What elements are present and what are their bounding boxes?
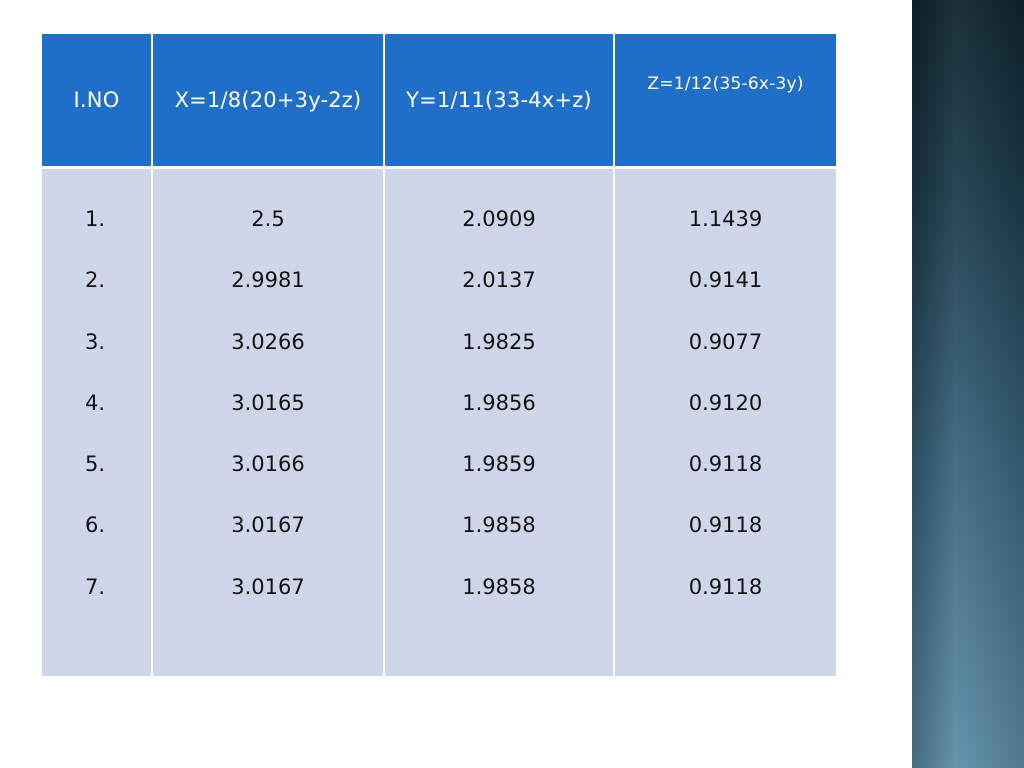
table-body-row: 1. 2. 3. 4. 5. 6. 7. 2.5 2.9981 3.0266 3.0165 3.01… <box>42 167 836 676</box>
header-z-formula: Z=1/12(35-6x-3y) <box>614 34 836 169</box>
x-value-cell: 3.0167 <box>231 513 305 538</box>
y-value-cell: 1.9859 <box>462 452 536 477</box>
column-y: 2.0909 2.0137 1.9825 1.9856 1.9859 1.9858 1.98… <box>384 167 615 676</box>
z-value-cell: 0.9077 <box>688 329 763 354</box>
iteration-number-cell: 7. <box>85 574 106 599</box>
z-value-cell: 0.9118 <box>688 574 763 599</box>
z-value-cell: 0.9118 <box>688 513 763 538</box>
y-value-cell: 1.9856 <box>462 390 536 415</box>
iteration-number-cell: 4. <box>85 390 106 415</box>
column-ino: 1. 2. 3. 4. 5. 6. 7. <box>42 167 153 676</box>
x-value-cell: 3.0166 <box>231 452 305 477</box>
z-value-cell: 0.9118 <box>688 452 763 477</box>
y-value-cell: 1.9858 <box>462 513 536 538</box>
iteration-number-cell: 2. <box>85 268 106 293</box>
y-value-cell: 1.9825 <box>462 329 536 354</box>
x-value-cell: 3.0165 <box>231 390 305 415</box>
y-value-cell: 1.9858 <box>462 574 536 599</box>
iteration-number-cell: 6. <box>85 513 106 538</box>
column-x: 2.5 2.9981 3.0266 3.0165 3.0166 3.0167 3.0167 <box>152 167 385 676</box>
x-value-cell: 2.5 <box>251 207 285 231</box>
x-value-cell: 2.9981 <box>231 268 305 293</box>
table-header-row: I.NO X=1/8(20+3y-2z) Y=1/11(33-4x+z) Z=1… <box>42 34 836 169</box>
header-x-formula: X=1/8(20+3y-2z) <box>152 34 385 169</box>
header-y-formula: Y=1/11(33-4x+z) <box>384 34 615 169</box>
z-value-cell: 0.9120 <box>688 390 763 415</box>
iteration-table: I.NO X=1/8(20+3y-2z) Y=1/11(33-4x+z) Z=1… <box>42 34 836 676</box>
y-value-cell: 2.0137 <box>462 268 536 293</box>
y-value-cell: 2.0909 <box>462 207 536 231</box>
header-ino: I.NO <box>42 34 153 169</box>
iteration-number-cell: 5. <box>85 452 106 477</box>
z-value-cell: 1.1439 <box>688 207 763 231</box>
iteration-number-cell: 1. <box>85 207 106 231</box>
z-value-cell: 0.9141 <box>688 268 763 293</box>
iteration-number-cell: 3. <box>85 329 106 354</box>
x-value-cell: 3.0266 <box>231 329 305 354</box>
iteration-table-container: I.NO X=1/8(20+3y-2z) Y=1/11(33-4x+z) Z=1… <box>42 34 836 676</box>
x-value-cell: 3.0167 <box>231 574 305 599</box>
column-z: 1.1439 0.9141 0.9077 0.9120 0.9118 0.9118 0.91… <box>614 167 836 676</box>
decorative-side-band <box>912 0 1024 768</box>
